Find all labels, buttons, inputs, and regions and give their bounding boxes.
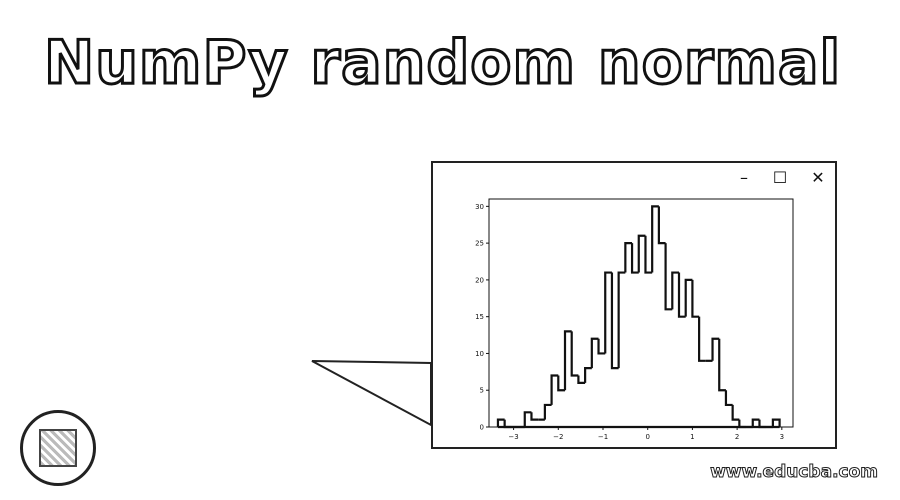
x-tick-label: −1 [598,433,608,441]
histogram-bin-11 [570,331,579,377]
x-tick-label: −2 [553,433,563,441]
histogram-bin-9 [557,375,565,392]
x-tick-label: 0 [645,433,649,441]
histogram-bin-27 [677,272,686,318]
maximize-icon[interactable]: ☐ [772,168,788,187]
histogram-bin-1 [503,419,512,429]
x-tick-label: 3 [780,433,784,441]
histogram-bin-28 [684,278,693,317]
histogram-bin-21 [637,234,646,273]
y-tick-label: 25 [475,240,484,248]
histogram-bin-35 [731,404,740,421]
y-tick-label: 5 [480,387,484,395]
histogram-bin-38 [751,418,760,427]
histogram-bin-13 [584,367,592,383]
y-tick-label: 10 [475,350,484,358]
x-tick-label: 2 [735,433,739,441]
histogram-bin-8 [550,374,559,405]
histogram-bin-33 [718,338,726,392]
watermark: www.educba.com [710,462,879,483]
y-tick-label: 20 [475,276,484,284]
histogram-bin-22 [644,235,653,274]
y-tick-label: 0 [480,424,484,432]
close-icon[interactable]: ✕ [811,168,825,187]
histogram-bin-0 [496,418,505,427]
educba-logo-icon [20,410,96,486]
histogram-bin-17 [610,272,619,370]
histogram-bin-12 [577,375,586,384]
histogram-bin-25 [664,243,673,311]
histogram-bin-5 [530,412,539,421]
histogram-bin-23 [651,205,659,273]
y-tick-label: 30 [475,203,484,211]
histogram-bin-39 [758,419,767,429]
x-tick-label: −3 [508,433,518,441]
histogram-bin-24 [657,206,666,245]
plot-window: – ☐ ✕ −3 −2 −1 0 1 2 3 0 5 10 15 20 25 30 [431,161,837,449]
axes-frame [488,198,794,428]
histogram-bin-10 [563,330,572,391]
histogram-bin-26 [671,271,679,310]
page-title: NumPy random normal [42,27,842,100]
histogram-bin-30 [698,316,706,362]
histogram-bin-32 [711,337,720,361]
histogram-bin-34 [724,390,733,407]
logo-mark-icon [39,429,77,467]
histogram-bin-16 [604,271,612,354]
histogram-bin-7 [543,403,552,420]
x-tick-label: 1 [690,433,694,441]
y-tick-label: 15 [475,313,484,321]
histogram-bin-15 [597,338,606,355]
histogram-bin-4 [523,411,532,427]
histogram-bin-29 [691,279,700,318]
histogram-bin-18 [617,271,626,369]
minimize-icon[interactable]: – [740,168,748,187]
histogram-bin-36 [738,419,747,429]
histogram-bin-41 [771,418,781,427]
histogram-bin-14 [590,337,599,369]
histogram-bin-19 [624,242,633,273]
histogram-bin-20 [630,243,639,274]
